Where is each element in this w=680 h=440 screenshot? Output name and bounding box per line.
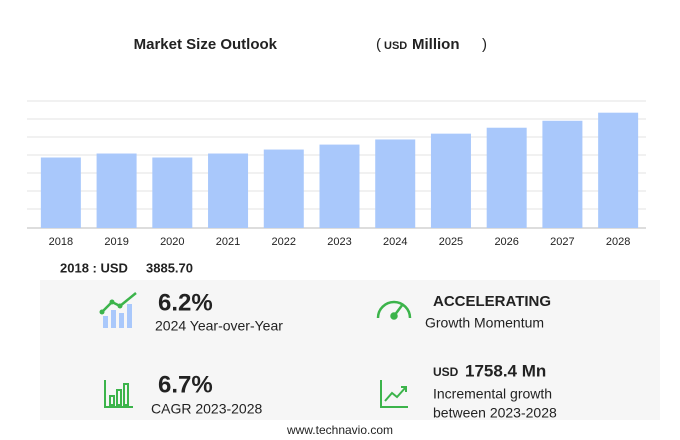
- cagr-caption: CAGR 2023-2028: [151, 401, 263, 417]
- x-tick-label: 2022: [272, 236, 296, 248]
- bar: [96, 153, 137, 228]
- title-unit: USD: [384, 40, 407, 52]
- bar: [208, 153, 249, 228]
- base-value: 3885.70: [146, 260, 193, 275]
- title-unit-label: Million: [412, 36, 460, 53]
- cagr-icon: [104, 380, 133, 408]
- yoy-value: 6.2%: [158, 289, 213, 316]
- bars: [40, 112, 639, 228]
- x-tick-label: 2027: [550, 236, 574, 248]
- bar: [263, 149, 304, 228]
- bar: [486, 127, 527, 228]
- footer: www.technavio.com: [286, 423, 393, 437]
- yoy-icon: [99, 292, 137, 328]
- bar: [319, 144, 360, 228]
- increment-value: 1758.4 Mn: [465, 361, 546, 380]
- title-paren: (: [376, 36, 381, 53]
- x-tick-label: 2021: [216, 236, 240, 248]
- increment-icon: [380, 380, 408, 408]
- x-tick-label: 2019: [104, 236, 128, 248]
- bar: [542, 120, 583, 228]
- x-tick-label: 2028: [606, 236, 630, 248]
- increment-caption: between 2023-2028: [433, 405, 557, 421]
- bar: [375, 139, 416, 228]
- bar: [598, 112, 639, 228]
- cagr-value: 6.7%: [158, 371, 213, 398]
- x-tick-label: 2023: [327, 236, 351, 248]
- title-paren: ): [482, 36, 487, 53]
- x-tick-label: 2026: [494, 236, 518, 248]
- x-tick-label: 2025: [439, 236, 463, 248]
- x-tick-label: 2020: [160, 236, 184, 248]
- chart-title: Market Size Outlook: [134, 36, 278, 53]
- momentum-icon: [376, 300, 412, 320]
- bar: [40, 157, 81, 228]
- summary-panel: [40, 280, 660, 420]
- bar: [430, 133, 471, 228]
- yoy-caption: 2024 Year-over-Year: [155, 318, 283, 334]
- x-tick-label: 2018: [49, 236, 73, 248]
- increment-caption: Incremental growth: [433, 386, 552, 402]
- increment-unit: USD: [433, 365, 459, 379]
- base-label: 2018 : USD: [60, 260, 128, 275]
- x-tick-label: 2024: [383, 236, 407, 248]
- momentum-caption: Growth Momentum: [425, 315, 544, 331]
- bar: [152, 157, 193, 228]
- momentum-value: ACCELERATING: [433, 293, 551, 310]
